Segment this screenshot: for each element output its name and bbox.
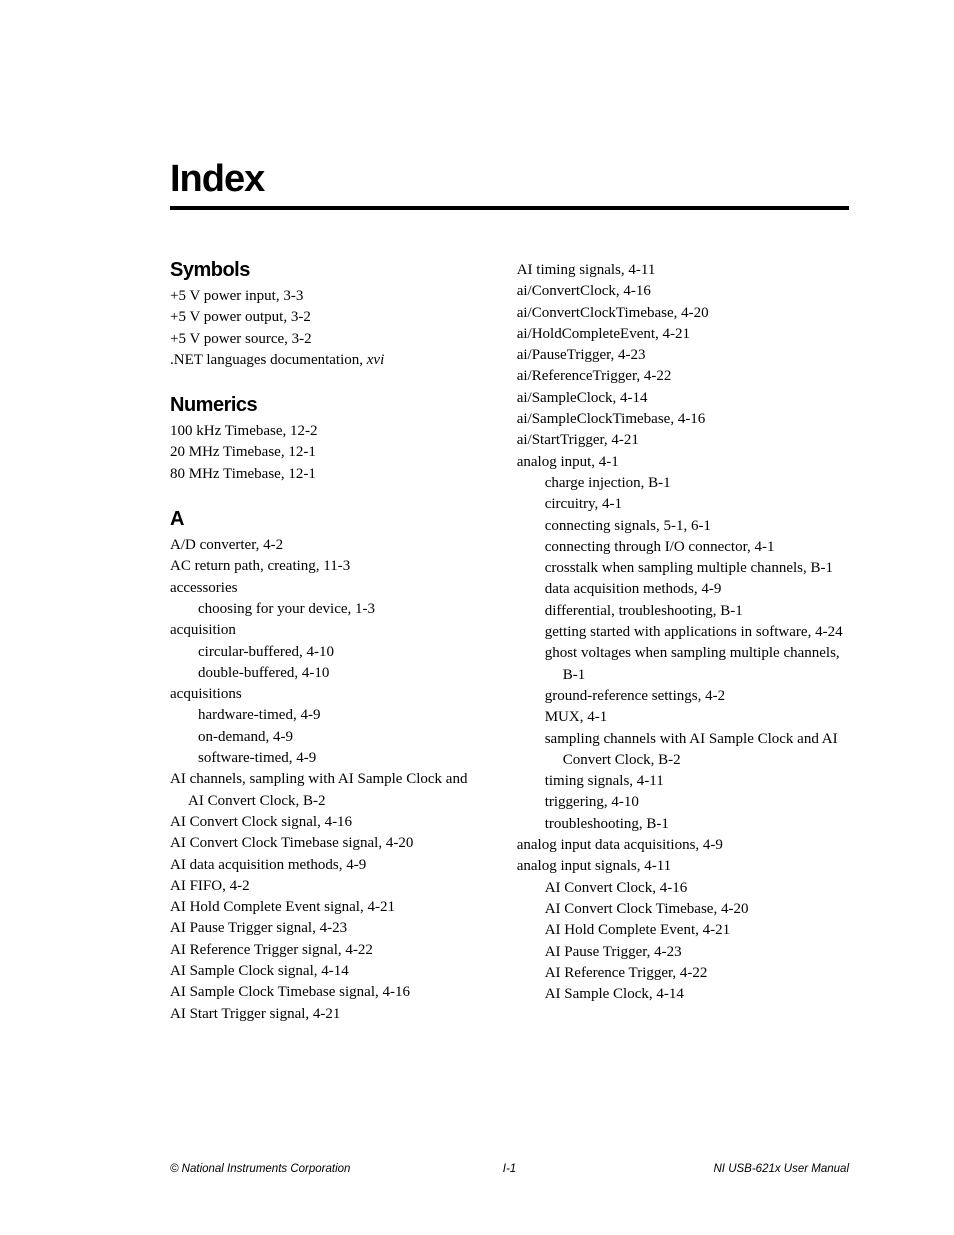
right-column: AI timing signals, 4-11ai/ConvertClock, …	[517, 260, 849, 1025]
index-entry: +5 V power output, 3-2	[170, 307, 477, 328]
index-entry: analog input signals, 4-11	[517, 856, 849, 877]
index-entry: AI Sample Clock Timebase signal, 4-16	[170, 982, 477, 1003]
index-entry: software-timed, 4-9	[198, 748, 477, 769]
index-entry: triggering, 4-10	[545, 792, 849, 813]
index-entry: circular-buffered, 4-10	[198, 642, 477, 663]
index-entry: AI Convert Clock signal, 4-16	[170, 812, 477, 833]
index-entry: ai/HoldCompleteEvent, 4-21	[517, 324, 849, 345]
index-entry: AI Pause Trigger, 4-23	[545, 942, 849, 963]
index-entry: AI Start Trigger signal, 4-21	[170, 1004, 477, 1025]
index-entry: ai/ReferenceTrigger, 4-22	[517, 366, 849, 387]
index-entry: A/D converter, 4-2	[170, 535, 477, 556]
index-entry: AI Reference Trigger signal, 4-22	[170, 940, 477, 961]
index-columns: Symbols +5 V power input, 3-3+5 V power o…	[170, 260, 849, 1025]
index-entry: ai/ConvertClockTimebase, 4-20	[517, 303, 849, 324]
index-entry: troubleshooting, B-1	[545, 814, 849, 835]
index-entry-italic: xvi	[367, 352, 384, 368]
index-entry: AI Hold Complete Event signal, 4-21	[170, 897, 477, 918]
index-entry: AI Reference Trigger, 4-22	[545, 963, 849, 984]
index-entry: analog input, 4-1	[517, 452, 849, 473]
index-entry: analog input data acquisitions, 4-9	[517, 835, 849, 856]
index-entry: ai/PauseTrigger, 4-23	[517, 345, 849, 366]
index-entry: AI Convert Clock, 4-16	[545, 878, 849, 899]
page-footer: © National Instruments Corporation I-1 N…	[170, 1163, 849, 1175]
index-entry: AC return path, creating, 11-3	[170, 556, 477, 577]
index-entry: 100 kHz Timebase, 12-2	[170, 421, 477, 442]
page-title: Index	[170, 160, 849, 198]
index-entry: connecting through I/O connector, 4-1	[545, 537, 849, 558]
index-entry: AI channels, sampling with AI Sample Clo…	[170, 769, 477, 812]
index-entry: ai/StartTrigger, 4-21	[517, 430, 849, 451]
index-entry: ai/SampleClockTimebase, 4-16	[517, 409, 849, 430]
index-entry: data acquisition methods, 4-9	[545, 579, 849, 600]
index-entry: .NET languages documentation, xvi	[170, 350, 477, 371]
title-rule	[170, 206, 849, 210]
index-entry: MUX, 4-1	[545, 707, 849, 728]
index-entry: AI FIFO, 4-2	[170, 876, 477, 897]
index-entry: differential, troubleshooting, B-1	[545, 601, 849, 622]
left-column: Symbols +5 V power input, 3-3+5 V power o…	[170, 260, 477, 1025]
index-entry: 80 MHz Timebase, 12-1	[170, 464, 477, 485]
index-entry: acquisitions	[170, 684, 477, 705]
index-entry: timing signals, 4-11	[545, 771, 849, 792]
index-entry: acquisition	[170, 620, 477, 641]
section-heading: Numerics	[170, 395, 477, 415]
index-entry: choosing for your device, 1-3	[198, 599, 477, 620]
index-entry: accessories	[170, 578, 477, 599]
index-entry: +5 V power source, 3-2	[170, 329, 477, 350]
index-entry: ai/SampleClock, 4-14	[517, 388, 849, 409]
index-entry: AI Hold Complete Event, 4-21	[545, 920, 849, 941]
section-heading: A	[170, 509, 477, 529]
index-entry: circuitry, 4-1	[545, 494, 849, 515]
index-entry: AI Convert Clock Timebase signal, 4-20	[170, 833, 477, 854]
index-entry: AI Convert Clock Timebase, 4-20	[545, 899, 849, 920]
document-page: Index Symbols+5 V power input, 3-3+5 V p…	[0, 0, 954, 1235]
index-entry: 20 MHz Timebase, 12-1	[170, 442, 477, 463]
index-entry: AI Sample Clock signal, 4-14	[170, 961, 477, 982]
index-entry: AI data acquisition methods, 4-9	[170, 855, 477, 876]
index-entry: hardware-timed, 4-9	[198, 705, 477, 726]
index-entry: charge injection, B-1	[545, 473, 849, 494]
index-entry: ground-reference settings, 4-2	[545, 686, 849, 707]
index-entry: AI Sample Clock, 4-14	[545, 984, 849, 1005]
index-entry: getting started with applications in sof…	[545, 622, 849, 643]
index-entry: AI timing signals, 4-11	[517, 260, 849, 281]
index-entry: AI Pause Trigger signal, 4-23	[170, 918, 477, 939]
index-entry: sampling channels with AI Sample Clock a…	[545, 729, 849, 772]
index-entry: +5 V power input, 3-3	[170, 286, 477, 307]
index-entry: connecting signals, 5-1, 6-1	[545, 516, 849, 537]
footer-center: I-1	[170, 1163, 849, 1175]
index-entry: ai/ConvertClock, 4-16	[517, 281, 849, 302]
index-entry: double-buffered, 4-10	[198, 663, 477, 684]
index-entry: on-demand, 4-9	[198, 727, 477, 748]
index-entry: ghost voltages when sampling multiple ch…	[545, 643, 849, 686]
section-heading: Symbols	[170, 260, 477, 280]
index-entry: crosstalk when sampling multiple channel…	[545, 558, 849, 579]
